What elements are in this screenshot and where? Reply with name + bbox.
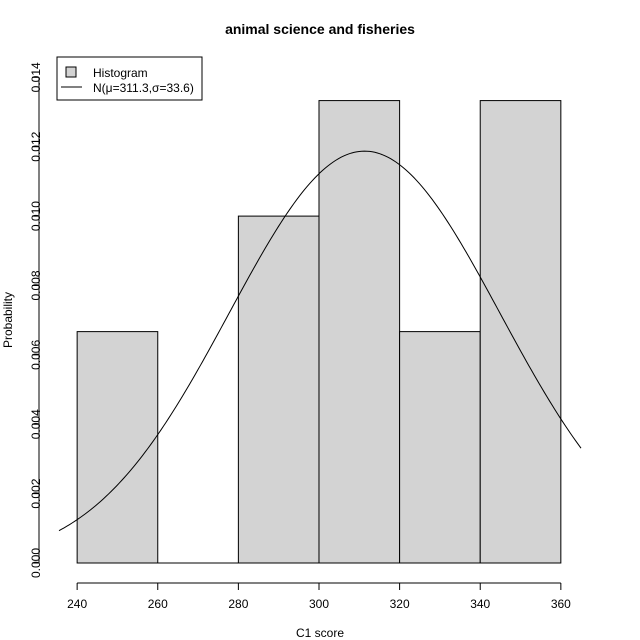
- x-tick-label: 260: [148, 597, 168, 611]
- legend: Histogram N(μ=311.3,σ=33.6): [56, 56, 203, 101]
- x-tick-label: 240: [67, 597, 87, 611]
- x-tick-label: 300: [309, 597, 329, 611]
- y-tick-label: 0.004: [29, 409, 43, 439]
- y-axis: 0.000 0.002 0.004 0.006 0.008 0.010 0.012 0.014: [29, 62, 43, 578]
- histogram-bar: [76, 331, 159, 564]
- y-tick-label: 0.006: [29, 340, 43, 370]
- x-axis: 240 260 280 300 320 340 360: [67, 582, 571, 611]
- histogram-bars: [76, 100, 562, 564]
- chart-title: animal science and fisheries: [225, 21, 415, 37]
- normal-curve-layer: [58, 150, 582, 532]
- legend-box: [56, 56, 203, 101]
- y-tick-label: 0.012: [29, 131, 43, 161]
- y-axis-label: Probability: [1, 292, 15, 348]
- y-tick-label: 0.002: [29, 478, 43, 508]
- y-tick-label: 0.014: [29, 62, 43, 92]
- histogram-bar: [318, 100, 401, 564]
- x-tick-label: 320: [390, 597, 410, 611]
- histogram-bar: [237, 215, 320, 564]
- y-tick-label: 0.008: [29, 270, 43, 300]
- histogram-bar: [399, 331, 481, 564]
- histogram-bar: [479, 100, 562, 564]
- legend-curve-label: N(μ=311.3,σ=33.6): [93, 81, 194, 95]
- x-tick-label: 340: [470, 597, 490, 611]
- legend-histogram-swatch: [65, 66, 77, 78]
- x-tick-label: 360: [551, 597, 571, 611]
- x-axis-label: C1 score: [296, 626, 344, 640]
- legend-histogram-label: Histogram: [93, 66, 148, 80]
- x-tick-label: 280: [228, 597, 248, 611]
- y-tick-label: 0.000: [29, 548, 43, 578]
- normal-curve: [58, 150, 582, 532]
- y-tick-label: 0.010: [29, 201, 43, 231]
